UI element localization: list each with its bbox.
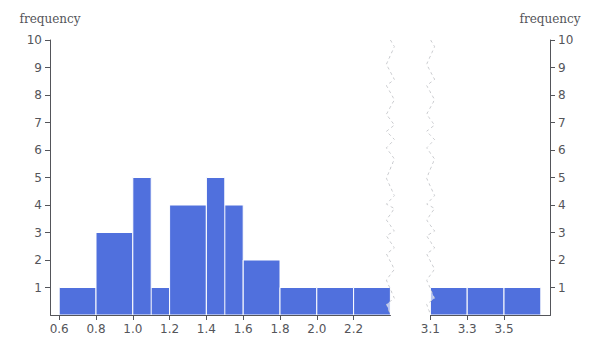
svg-text:10: 10: [27, 33, 42, 47]
svg-text:frequency: frequency: [19, 12, 80, 26]
svg-text:1.0: 1.0: [123, 322, 142, 336]
svg-text:2: 2: [34, 253, 42, 267]
svg-text:6: 6: [558, 143, 566, 157]
svg-text:3: 3: [34, 226, 42, 240]
svg-text:4: 4: [558, 198, 566, 212]
svg-text:8: 8: [34, 88, 42, 102]
svg-text:1.8: 1.8: [270, 322, 289, 336]
svg-text:1.6: 1.6: [234, 322, 253, 336]
svg-text:1: 1: [34, 281, 42, 295]
svg-text:8: 8: [558, 88, 566, 102]
svg-text:1.4: 1.4: [197, 322, 216, 336]
svg-text:3.3: 3.3: [458, 322, 477, 336]
svg-text:2.0: 2.0: [307, 322, 326, 336]
svg-text:1.2: 1.2: [160, 322, 179, 336]
svg-text:2: 2: [558, 253, 566, 267]
svg-text:0.6: 0.6: [50, 322, 69, 336]
svg-text:10: 10: [558, 33, 573, 47]
svg-text:7: 7: [34, 116, 42, 130]
svg-text:3.1: 3.1: [421, 322, 440, 336]
svg-text:4: 4: [34, 198, 42, 212]
svg-text:5: 5: [558, 171, 566, 185]
svg-text:5: 5: [34, 171, 42, 185]
svg-text:1: 1: [558, 281, 566, 295]
svg-text:2.2: 2.2: [344, 322, 363, 336]
svg-text:frequency: frequency: [519, 12, 580, 26]
svg-text:9: 9: [34, 61, 42, 75]
svg-text:9: 9: [558, 61, 566, 75]
svg-text:6: 6: [34, 143, 42, 157]
svg-text:3: 3: [558, 226, 566, 240]
svg-text:7: 7: [558, 116, 566, 130]
svg-text:3.5: 3.5: [494, 322, 513, 336]
svg-text:0.8: 0.8: [86, 322, 105, 336]
